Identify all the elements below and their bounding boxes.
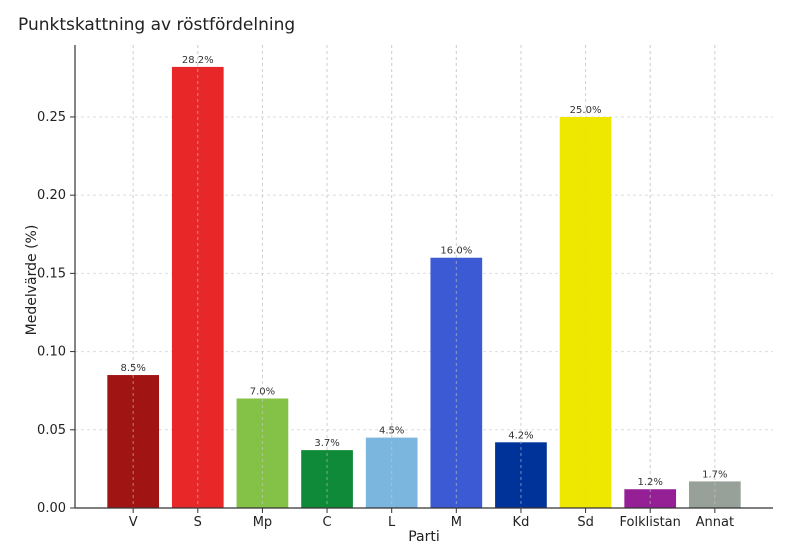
data-label: 1.7% <box>702 469 727 480</box>
x-tick-label: C <box>323 515 332 530</box>
y-tick-label: 0.20 <box>37 188 66 203</box>
x-tick-label: Folklistan <box>619 515 680 530</box>
data-label: 8.5% <box>120 363 145 374</box>
y-tick-label: 0.05 <box>37 423 66 438</box>
data-label: 25.0% <box>570 105 602 116</box>
x-tick-label: V <box>129 515 138 530</box>
data-label: 16.0% <box>440 246 472 257</box>
chart-title: Punktskattning av röstfördelning <box>18 15 295 35</box>
bar-kd <box>495 442 547 508</box>
y-tick-label: 0.15 <box>37 266 66 281</box>
data-label: 4.2% <box>508 430 533 441</box>
x-tick-label: S <box>194 515 202 530</box>
x-axis-label: Parti <box>408 529 440 545</box>
data-label: 4.5% <box>379 426 404 437</box>
x-tick-label: Sd <box>577 515 594 530</box>
x-tick-label: M <box>451 515 462 530</box>
data-label: 7.0% <box>250 387 275 398</box>
y-tick-label: 0.25 <box>37 110 66 125</box>
x-tick-label: Annat <box>696 515 734 530</box>
y-tick-label: 0.00 <box>37 501 66 516</box>
y-tick-label: 0.10 <box>37 345 66 360</box>
x-tick-label: Kd <box>513 515 530 530</box>
x-tick-label: L <box>388 515 396 530</box>
y-axis-label: Medelvärde (%) <box>24 225 40 336</box>
data-label: 28.2% <box>182 55 214 66</box>
x-tick-label: Mp <box>253 515 272 530</box>
bar-folklistan <box>624 489 677 508</box>
data-label: 1.2% <box>638 477 663 488</box>
data-label: 3.7% <box>314 438 339 449</box>
